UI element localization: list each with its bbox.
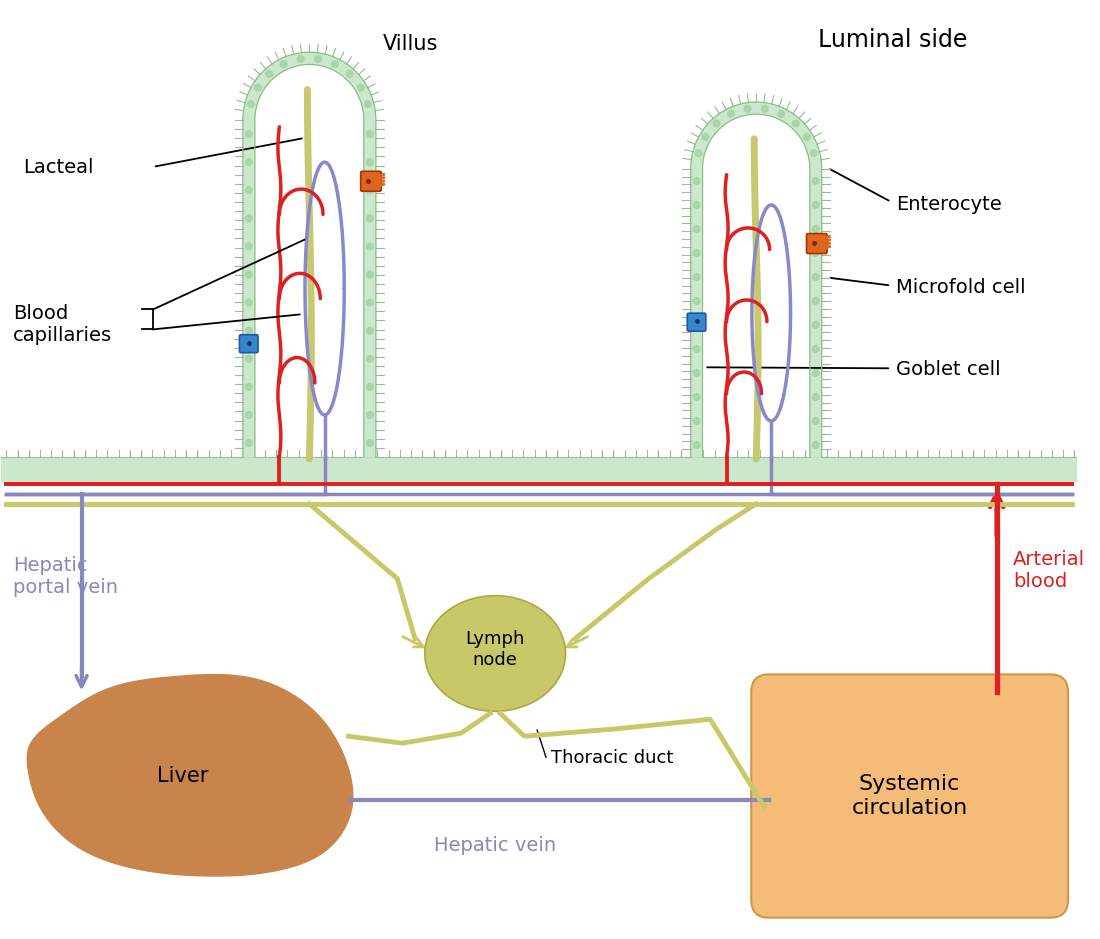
Circle shape <box>778 111 784 117</box>
Circle shape <box>245 355 252 362</box>
Circle shape <box>693 177 700 184</box>
Circle shape <box>297 55 304 62</box>
FancyBboxPatch shape <box>806 234 827 254</box>
Circle shape <box>761 105 768 112</box>
Polygon shape <box>243 53 376 457</box>
Circle shape <box>358 85 364 91</box>
Circle shape <box>792 120 799 127</box>
Circle shape <box>366 383 373 391</box>
Circle shape <box>366 300 373 306</box>
Circle shape <box>693 441 700 449</box>
Circle shape <box>315 55 321 62</box>
Circle shape <box>813 321 820 329</box>
Circle shape <box>702 133 708 140</box>
Circle shape <box>693 370 700 377</box>
Circle shape <box>346 70 353 77</box>
Circle shape <box>245 300 252 306</box>
Circle shape <box>366 187 373 193</box>
Circle shape <box>248 100 254 107</box>
Circle shape <box>245 383 252 391</box>
Circle shape <box>813 393 820 400</box>
Circle shape <box>366 439 373 446</box>
Circle shape <box>813 202 820 208</box>
Circle shape <box>813 418 820 424</box>
Circle shape <box>693 225 700 232</box>
Circle shape <box>693 202 700 208</box>
Circle shape <box>245 215 252 222</box>
Text: Liver: Liver <box>156 766 208 786</box>
Circle shape <box>280 61 287 68</box>
Circle shape <box>813 370 820 377</box>
Circle shape <box>245 439 252 446</box>
Circle shape <box>366 271 373 278</box>
FancyBboxPatch shape <box>751 674 1068 917</box>
Text: Blood
capillaries: Blood capillaries <box>13 304 112 345</box>
Circle shape <box>245 131 252 137</box>
Circle shape <box>366 159 373 165</box>
Circle shape <box>693 321 700 329</box>
Circle shape <box>693 273 700 281</box>
Circle shape <box>693 250 700 256</box>
FancyBboxPatch shape <box>240 334 258 353</box>
FancyBboxPatch shape <box>688 314 706 331</box>
Circle shape <box>366 355 373 362</box>
Circle shape <box>366 215 373 222</box>
Circle shape <box>813 177 820 184</box>
Circle shape <box>813 298 820 304</box>
Circle shape <box>745 105 751 112</box>
Text: Villus: Villus <box>383 35 438 54</box>
FancyBboxPatch shape <box>361 171 382 192</box>
Circle shape <box>245 187 252 193</box>
Text: Hepatic vein: Hepatic vein <box>434 837 557 855</box>
Circle shape <box>254 85 261 91</box>
Circle shape <box>693 346 700 352</box>
Circle shape <box>266 70 273 77</box>
Text: Lymph
node: Lymph node <box>465 630 525 669</box>
Text: Enterocyte: Enterocyte <box>896 195 1002 214</box>
Text: Goblet cell: Goblet cell <box>896 360 1001 378</box>
Circle shape <box>245 411 252 419</box>
Circle shape <box>245 159 252 165</box>
Circle shape <box>693 418 700 424</box>
Circle shape <box>811 150 817 157</box>
Circle shape <box>366 411 373 419</box>
Text: Microfold cell: Microfold cell <box>896 278 1025 297</box>
Circle shape <box>728 111 735 117</box>
Text: Thoracic duct: Thoracic duct <box>551 749 673 767</box>
Circle shape <box>813 346 820 352</box>
Text: Hepatic
portal vein: Hepatic portal vein <box>13 556 118 597</box>
Circle shape <box>713 120 719 127</box>
Circle shape <box>245 328 252 334</box>
Text: Lacteal: Lacteal <box>23 159 94 177</box>
Text: Arterial
blood: Arterial blood <box>1013 550 1086 592</box>
Circle shape <box>245 243 252 250</box>
Polygon shape <box>691 102 822 457</box>
Circle shape <box>804 133 811 140</box>
Polygon shape <box>28 674 353 876</box>
Circle shape <box>695 150 702 157</box>
Circle shape <box>366 131 373 137</box>
Ellipse shape <box>425 595 565 711</box>
Circle shape <box>364 100 371 107</box>
Circle shape <box>331 61 339 68</box>
Circle shape <box>813 250 820 256</box>
Circle shape <box>366 243 373 250</box>
Circle shape <box>813 441 820 449</box>
Circle shape <box>813 273 820 281</box>
Circle shape <box>366 328 373 334</box>
Text: Luminal side: Luminal side <box>817 28 967 53</box>
Text: Systemic
circulation: Systemic circulation <box>851 775 968 818</box>
Circle shape <box>693 298 700 304</box>
Circle shape <box>693 393 700 400</box>
Circle shape <box>813 225 820 232</box>
Circle shape <box>245 271 252 278</box>
Polygon shape <box>1 457 1077 481</box>
